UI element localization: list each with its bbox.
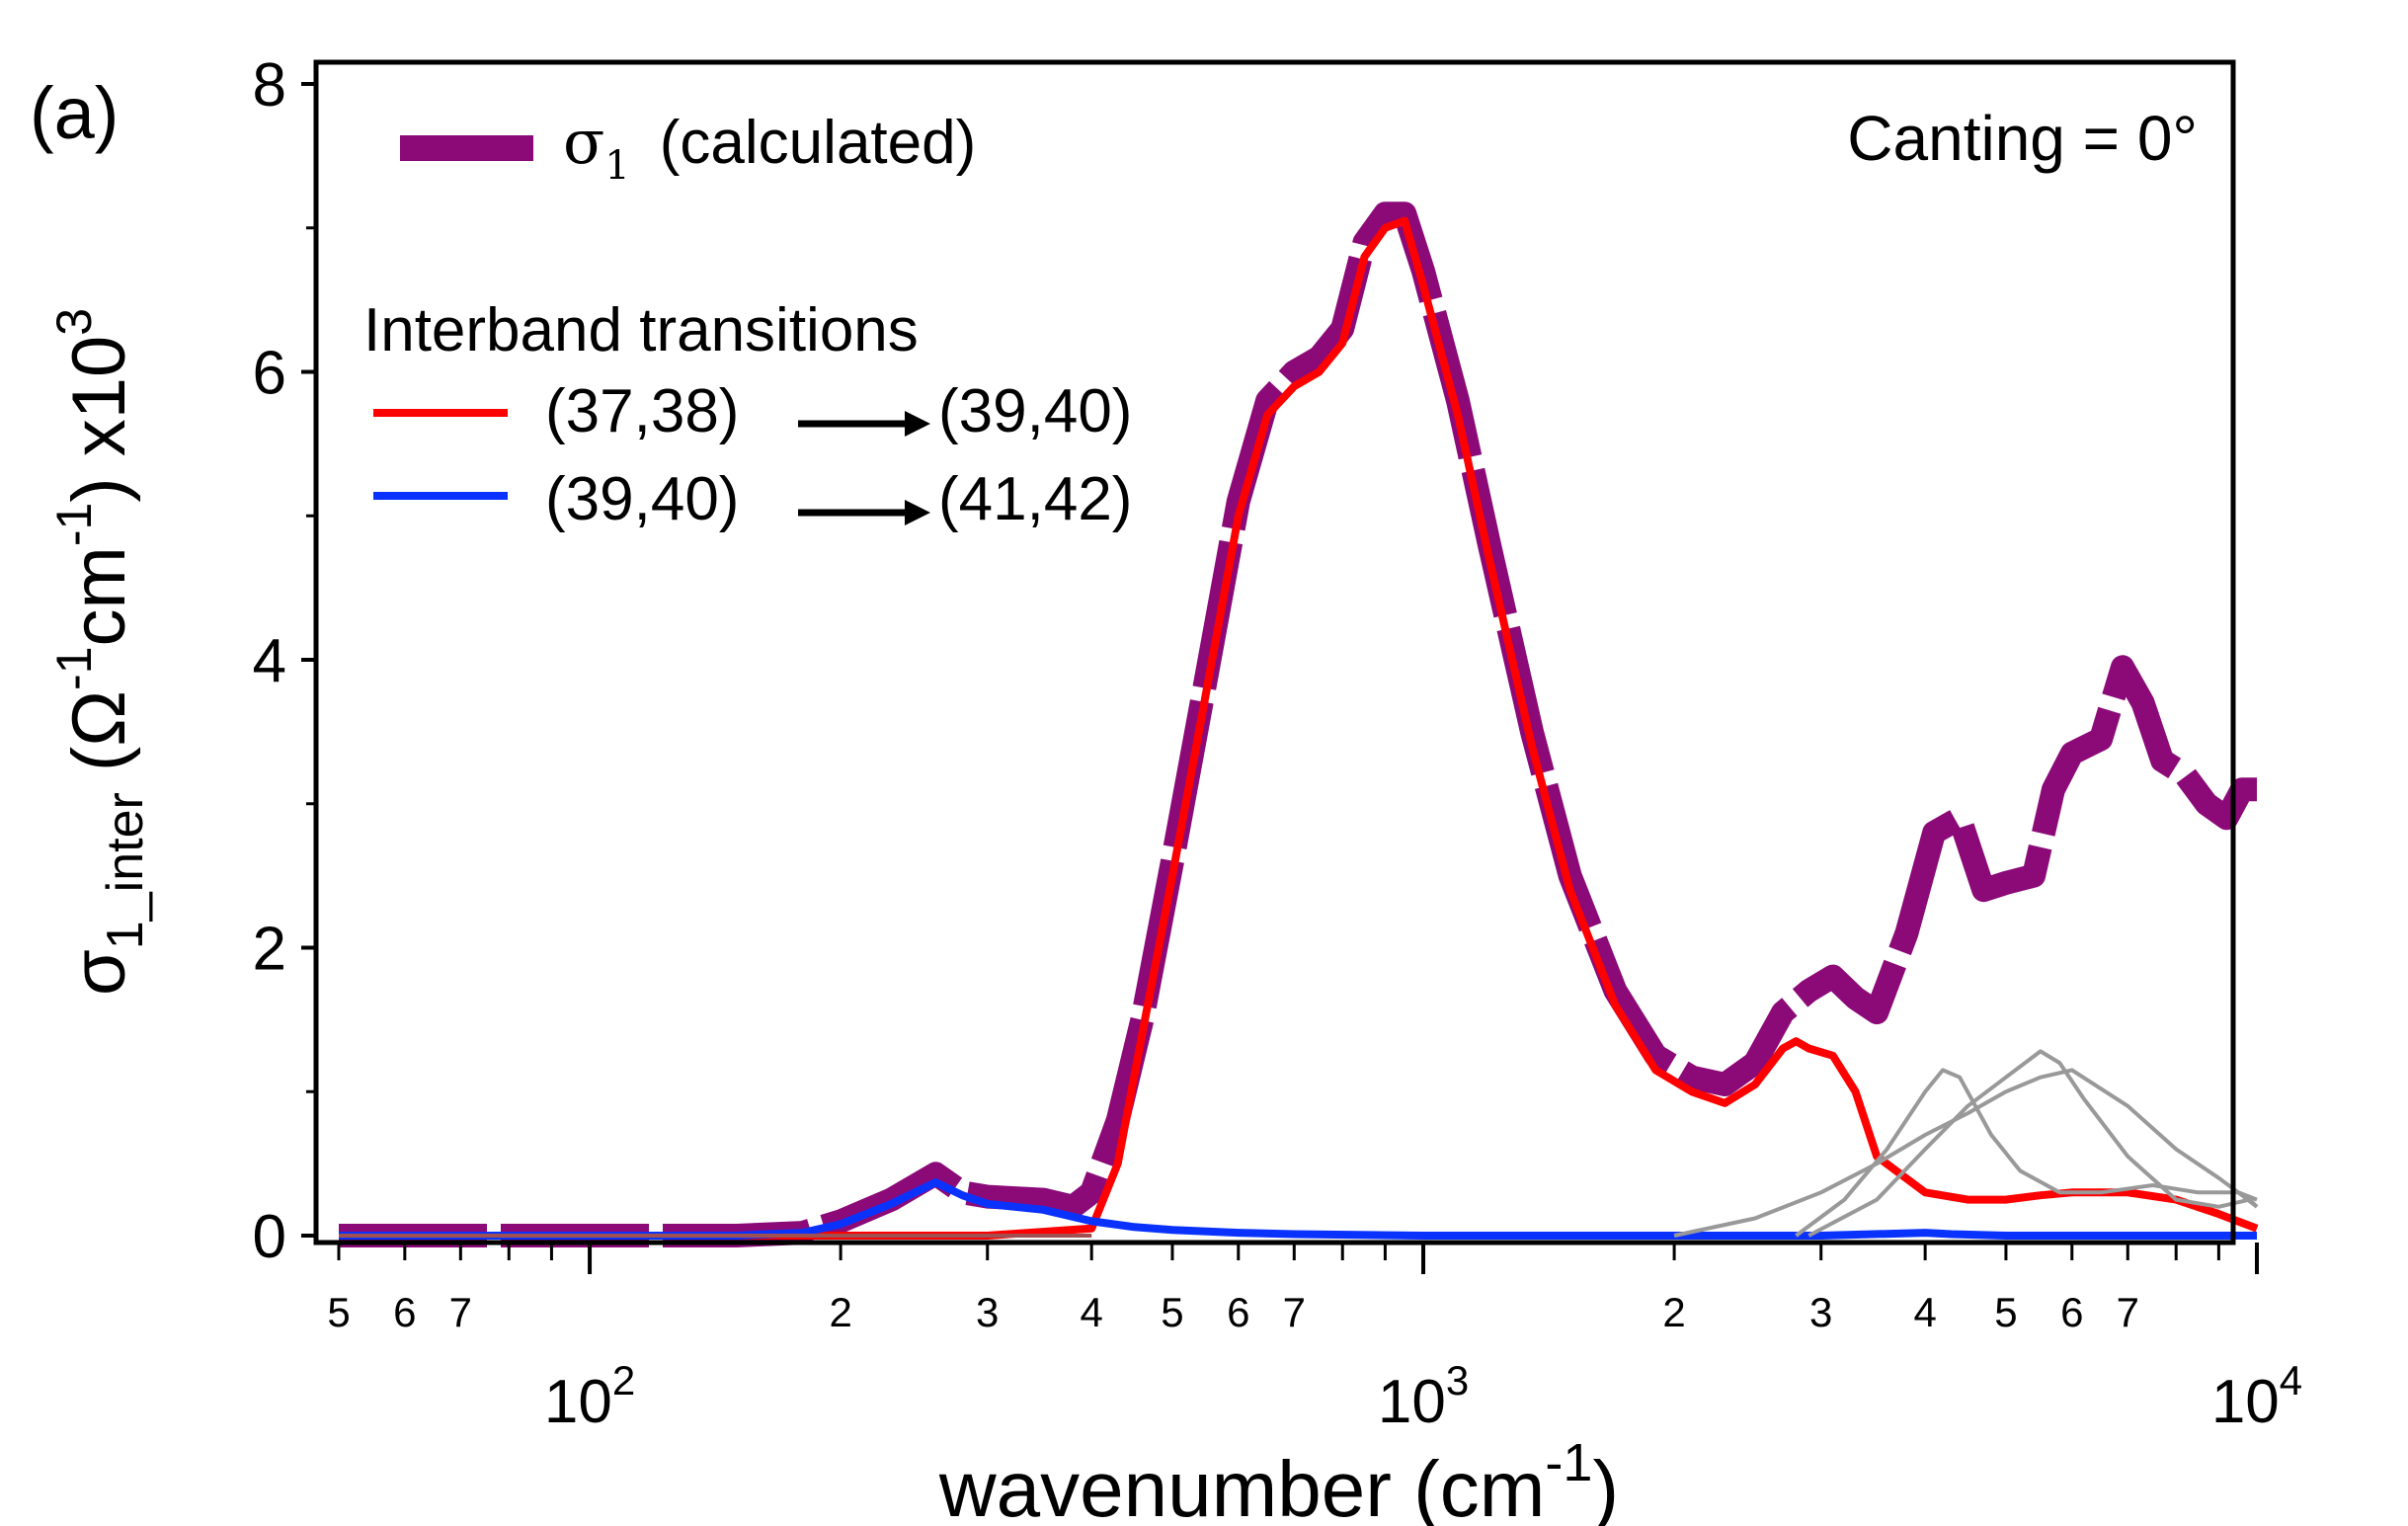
x-minor-tick-label: 7 [2117, 1289, 2139, 1335]
y-title-sigma: σ [57, 949, 141, 996]
x-decade-tick-label: 102 [544, 1357, 635, 1436]
x-axis-title: wavenumber (cm-1) [938, 1433, 1619, 1526]
y-title-mid: ) x10 [57, 336, 141, 503]
series-line-1 [339, 216, 2259, 1240]
y-tick-label: 8 [253, 51, 286, 120]
y-tick-label: 0 [253, 1203, 286, 1271]
x-minor-tick-label: 5 [1994, 1289, 2017, 1335]
legend-calc-text: (calculated) [660, 109, 976, 177]
legend-calc-label: σ1 (calculated) [563, 106, 976, 189]
y-title-sup1: -1 [46, 646, 102, 689]
legend-blue-from: (39,40) [545, 465, 739, 533]
series-line-4 [1795, 1068, 2258, 1238]
y-axis: 0 2 4 6 8 [253, 51, 316, 1271]
series-line-0 [339, 201, 2257, 1247]
x-minor-tick-label: 3 [976, 1289, 999, 1335]
y-title-open: (Ω [57, 690, 141, 792]
series-layer [339, 201, 2259, 1247]
y-tick-label: 6 [253, 340, 286, 408]
x-minor-tick-label: 4 [1913, 1289, 1936, 1335]
legend-blue-arrow-icon [798, 500, 930, 525]
y-axis-title: σ1_inter (Ω-1cm-1) x103 [46, 308, 154, 996]
legend-blue-to: (41,42) [938, 465, 1132, 533]
x-minor-tick-label: 6 [1227, 1289, 1249, 1335]
series-line-2 [339, 1178, 2257, 1240]
x-title-text: wavenumber (cm [938, 1445, 1546, 1526]
legend-red-arrow-icon [798, 411, 930, 437]
x-decade-tick-label: 104 [2211, 1357, 2302, 1436]
panel-label: (a) [30, 72, 119, 154]
x-minor-tick-label: 5 [1161, 1289, 1183, 1335]
legend: σ1 (calculated) Interband transitions (37… [363, 106, 1132, 533]
x-minor-tick-label: 2 [1662, 1289, 1685, 1335]
y-title-sup3: 3 [46, 308, 102, 336]
legend-calc-sigma: σ [563, 106, 604, 178]
x-decade-tick-label: 103 [1378, 1357, 1469, 1436]
legend-red-from: (37,38) [545, 377, 739, 445]
y-title-sup2: -1 [46, 503, 102, 546]
x-minor-tick-label: 7 [1283, 1289, 1306, 1335]
x-minor-tick-label: 6 [393, 1289, 416, 1335]
x-title-sup: -1 [1545, 1433, 1592, 1492]
canting-annotation: Canting = 0° [1847, 103, 2198, 174]
legend-calc-sub: 1 [604, 143, 629, 189]
x-minor-tick-label: 5 [327, 1289, 350, 1335]
x-minor-tick-label: 6 [2060, 1289, 2083, 1335]
y-title-cm: cm [57, 546, 141, 646]
plot-frame [313, 59, 2236, 1245]
y-tick-label: 2 [253, 916, 286, 984]
legend-red-to: (39,40) [938, 377, 1132, 445]
x-minor-tick-label: 3 [1809, 1289, 1832, 1335]
x-minor-tick-label: 4 [1081, 1289, 1103, 1335]
x-minor-tick-label: 2 [829, 1289, 851, 1335]
x-title-tail: ) [1592, 1445, 1619, 1526]
series-line-3 [1673, 1068, 2259, 1238]
series-line-5 [1807, 1049, 2259, 1238]
x-minor-tick-label: 7 [449, 1289, 472, 1335]
y-tick-label: 4 [253, 627, 286, 695]
svg-text:σ1_inter (Ω-1cm-1) x103: σ1_inter (Ω-1cm-1) x103 [46, 308, 154, 996]
legend-heading: Interband transitions [363, 296, 919, 364]
y-title-sub: 1_inter [97, 792, 154, 949]
